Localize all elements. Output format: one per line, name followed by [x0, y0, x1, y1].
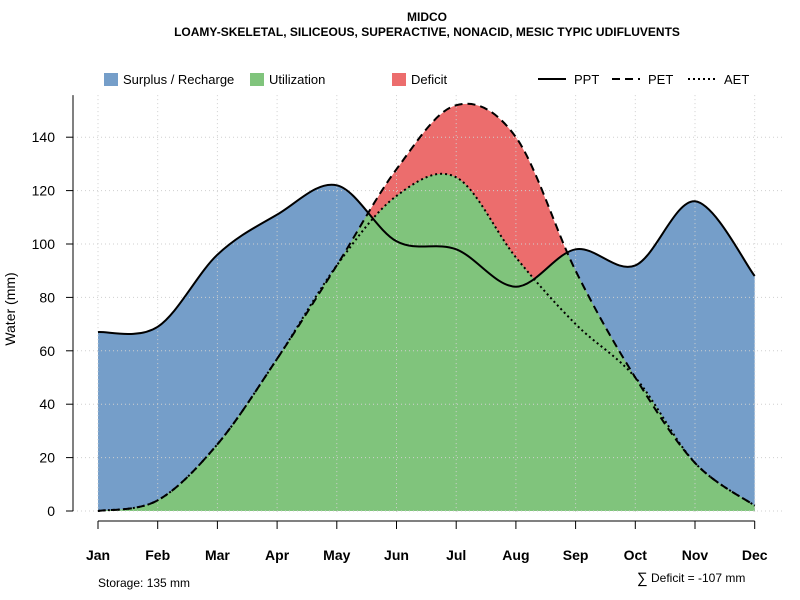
series-line-pet: [97, 102, 756, 512]
chart-title: MIDCO: [407, 10, 447, 24]
y-tick-label: 0: [47, 503, 55, 519]
chart-subtitle: LOAMY-SKELETAL, SILICEOUS, SUPERACTIVE, …: [174, 25, 680, 39]
series-line-ppt: [97, 183, 756, 336]
axes: 0 20 40 60 80 100 120 140 Jan Feb Mar Apr May Jun Jul A…: [32, 95, 768, 563]
y-tick-label: 60: [39, 343, 55, 359]
y-axis-label: Water (mm): [2, 272, 18, 345]
y-tick-label: 140: [32, 129, 56, 145]
y-tick-label: 20: [39, 450, 55, 466]
x-tick-label: May: [323, 547, 350, 563]
x-tick-label: Jun: [384, 547, 409, 563]
legend-label: PET: [648, 72, 673, 87]
deficit-sum-symbol: ∑: [637, 570, 648, 587]
area-layer: [98, 103, 755, 512]
legend-swatch: [392, 73, 406, 86]
legend-label: Deficit: [411, 72, 448, 87]
storage-note: Storage: 135 mm: [98, 576, 190, 590]
legend-label: Surplus / Recharge: [123, 72, 234, 87]
x-tick-label: Apr: [265, 547, 290, 563]
x-tick-label: Nov: [682, 547, 709, 563]
legend: Surplus / Recharge Utilization Deficit PPT P…: [104, 72, 749, 87]
x-tick-label: Aug: [502, 547, 529, 563]
x-tick-label: Sep: [563, 547, 589, 563]
x-tick-label: Feb: [145, 547, 170, 563]
x-tick-label: Dec: [742, 547, 768, 563]
y-tick-label: 120: [32, 183, 56, 199]
y-tick-label: 80: [39, 289, 55, 305]
y-tick-label: 40: [39, 396, 55, 412]
legend-swatch: [250, 73, 264, 86]
legend-label: Utilization: [269, 72, 325, 87]
legend-label: AET: [724, 72, 749, 87]
grid-layer: [73, 95, 782, 512]
x-tick-label: Jul: [446, 547, 466, 563]
utilization-area: [98, 173, 755, 511]
series-lines: [97, 102, 756, 512]
deficit-note: Deficit = -107 mm: [651, 571, 745, 585]
legend-swatch: [104, 73, 118, 86]
y-tick-label: 100: [32, 236, 56, 252]
series-line-aet: [97, 172, 756, 512]
legend-label: PPT: [574, 72, 599, 87]
x-tick-label: Oct: [624, 547, 648, 563]
x-tick-label: Mar: [205, 547, 230, 563]
x-tick-label: Jan: [86, 547, 110, 563]
